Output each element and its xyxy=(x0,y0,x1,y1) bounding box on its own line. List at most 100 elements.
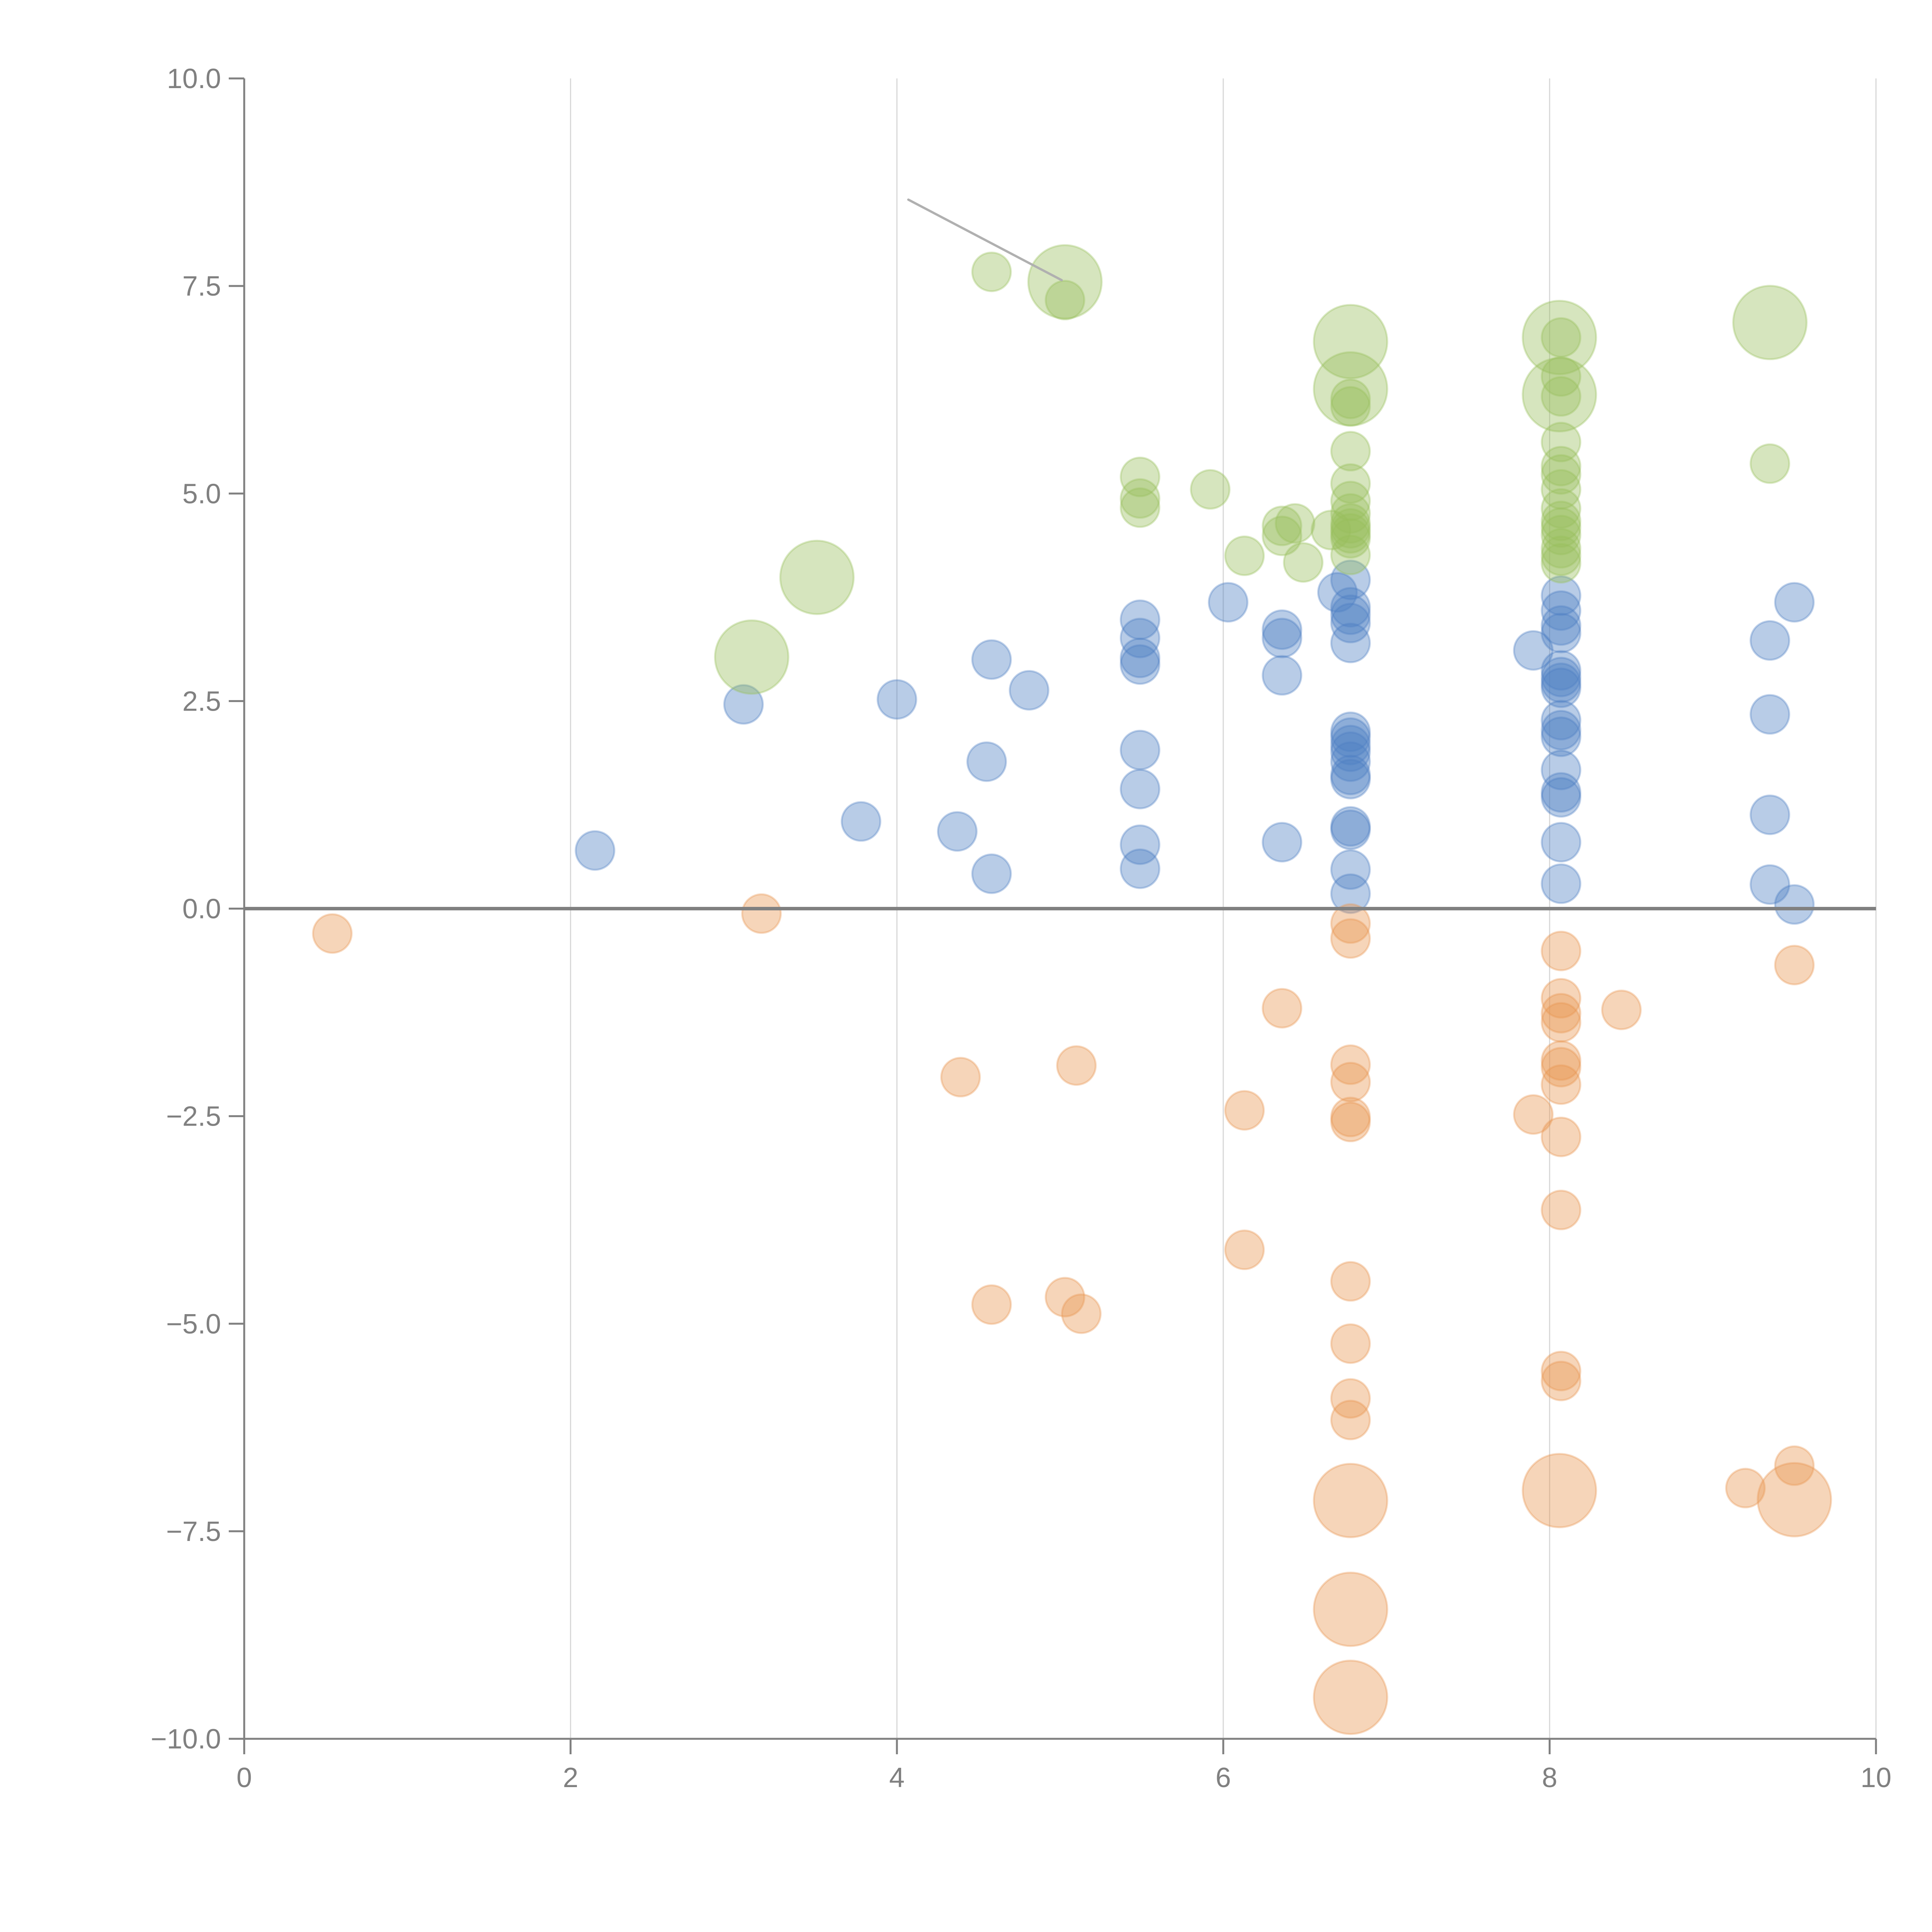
bubble-green xyxy=(1750,443,1791,484)
bubble-blue xyxy=(1541,863,1582,904)
bubble-green xyxy=(1541,535,1582,576)
bubble-blue xyxy=(840,801,881,842)
bubble-orange xyxy=(741,893,782,934)
bubble-blue xyxy=(1119,617,1160,658)
bubble-orange xyxy=(1313,1660,1388,1735)
bubble-blue xyxy=(1119,848,1160,889)
bubble-green xyxy=(1541,528,1582,569)
bubble-blue xyxy=(1330,849,1371,890)
bubble-blue xyxy=(1009,670,1049,711)
bubble-orange xyxy=(1541,930,1582,971)
bubble-orange xyxy=(1513,1094,1554,1135)
bubble-orange xyxy=(1541,1189,1582,1230)
y-tick-label: 5.0 xyxy=(182,478,221,509)
bubble-green xyxy=(1330,518,1371,559)
bubble-green xyxy=(1541,507,1582,548)
bubble-blue xyxy=(1119,638,1160,679)
bubble-blue xyxy=(971,639,1012,680)
bubble-blue xyxy=(1541,662,1582,703)
bubble-green xyxy=(1311,510,1352,551)
bubble-blue xyxy=(1262,617,1303,658)
bubble-orange xyxy=(1541,1064,1582,1105)
bubble-green xyxy=(1541,500,1582,541)
bubble-blue xyxy=(1119,769,1160,810)
bubble-green xyxy=(1541,488,1582,529)
y-tick-label: 10.0 xyxy=(167,63,221,94)
bubble-orange xyxy=(1541,1361,1582,1401)
bubble-blue xyxy=(937,811,978,852)
bubble-green xyxy=(714,619,789,695)
bubble-green xyxy=(1330,481,1371,522)
bubble-green xyxy=(971,252,1012,293)
bubble-blue xyxy=(575,830,616,871)
bubble-orange xyxy=(1313,1571,1388,1647)
bubble-green xyxy=(1275,503,1316,544)
bubble-orange xyxy=(1330,918,1371,959)
bubble-orange xyxy=(1541,1350,1582,1391)
bubble-blue xyxy=(1262,655,1303,696)
axes: 10.0 7.5 5.0 2.5 0.0 −2.5 −5.0 −7.5 −10.0 0 2 4 6 8 10 xyxy=(151,63,1891,1793)
bubble-orange xyxy=(1330,1062,1371,1103)
bubble-orange xyxy=(1522,1453,1597,1529)
x-tick-label: 10 xyxy=(1861,1762,1891,1793)
bubble-green xyxy=(1541,376,1582,417)
bubble-blue xyxy=(1119,730,1160,770)
bubble-blue xyxy=(1317,572,1358,613)
bubble-orange xyxy=(1330,1044,1371,1085)
bubble-blue xyxy=(1330,622,1371,663)
bubble-green xyxy=(1330,493,1371,534)
bubble-orange xyxy=(1330,1323,1371,1364)
bubble-green xyxy=(1330,378,1371,419)
bubble-blue xyxy=(1750,794,1791,835)
bubble-blue xyxy=(1541,716,1582,757)
bubble-blue xyxy=(1208,582,1248,623)
bubble-green xyxy=(1541,469,1582,510)
bubble-orange xyxy=(1061,1293,1102,1334)
bubble-blue xyxy=(1541,700,1582,741)
bubble-blue xyxy=(1541,575,1582,616)
bubble-blue xyxy=(1541,750,1582,791)
bubble-blue xyxy=(1541,612,1582,653)
bubble-blue xyxy=(1330,560,1371,600)
bubble-green xyxy=(1330,431,1371,472)
bubble-green xyxy=(1330,463,1371,504)
bubble-green xyxy=(1522,357,1597,433)
bubble-green xyxy=(1541,454,1582,495)
bubble-blue xyxy=(1119,824,1160,865)
bubble-blue xyxy=(876,679,917,720)
bubble-blue xyxy=(1330,587,1371,628)
bubble-blue xyxy=(1262,609,1303,650)
bubble-green xyxy=(1541,515,1582,556)
y-tick-label: −5.0 xyxy=(166,1309,221,1340)
bubble-blue xyxy=(1750,694,1791,735)
bubble-orange xyxy=(1541,1002,1582,1043)
bubble-blue xyxy=(1541,650,1582,691)
bubble-green xyxy=(1330,508,1371,549)
bubble-green xyxy=(1283,542,1324,583)
bubble-green xyxy=(1541,446,1582,486)
bubble-orange xyxy=(1757,1462,1832,1537)
bubble-orange xyxy=(1224,1230,1265,1270)
x-tick-label: 4 xyxy=(889,1762,905,1793)
bubble-blue xyxy=(1330,594,1371,635)
bubble-green xyxy=(1541,356,1582,397)
bubble-green xyxy=(1190,469,1231,510)
bubble-blue xyxy=(1541,656,1582,697)
bubble-blue xyxy=(1330,717,1371,758)
bubble-orange xyxy=(1774,945,1815,986)
bubble-blue xyxy=(1330,806,1371,847)
bubble-orange xyxy=(1330,1261,1371,1302)
bubble-green xyxy=(1262,505,1303,546)
bubble-blue xyxy=(1330,759,1371,799)
bubble-blue xyxy=(1119,599,1160,640)
bubble-blue xyxy=(1541,822,1582,863)
bubble-green xyxy=(1330,386,1371,427)
y-tick-label: −10.0 xyxy=(151,1724,221,1755)
bubble-green xyxy=(1330,534,1371,575)
bubble-green xyxy=(1541,543,1582,584)
bubble-orange xyxy=(1541,993,1582,1034)
bubble-blue xyxy=(1774,582,1815,623)
bubble-blue xyxy=(1330,755,1371,796)
bubble-blue xyxy=(1262,822,1303,863)
